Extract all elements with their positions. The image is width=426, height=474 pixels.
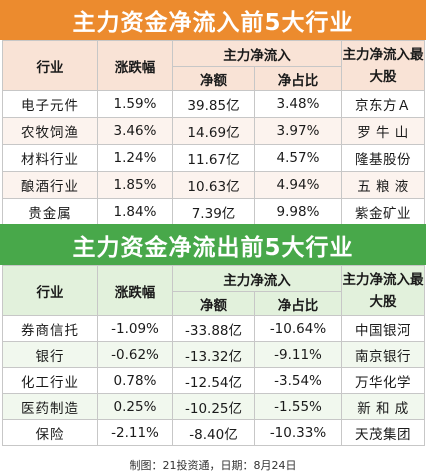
change-cell: 0.78% [97, 367, 173, 394]
industry-cell: 化工行业 [2, 367, 98, 394]
amount-cell: 14.69亿 [172, 117, 255, 145]
ratio-cell: -10.33% [254, 419, 342, 446]
industry-cell: 贵金属 [2, 198, 98, 225]
change-cell: 1.24% [97, 144, 173, 172]
header-change: 涨跌幅 [97, 265, 173, 316]
amount-cell: 39.85亿 [172, 90, 255, 118]
header-top-stock: 主力净流入最大股 [341, 265, 425, 316]
industry-cell: 农牧饲渔 [2, 117, 98, 145]
industry-cell: 酿酒行业 [2, 171, 98, 199]
header-amount: 净额 [172, 66, 255, 91]
table-row: 医药制造 0.25% -10.25亿 -1.55% 新 和 成 [2, 393, 425, 420]
amount-cell: 7.39亿 [172, 198, 255, 225]
table-row: 化工行业 0.78% -12.54亿 -3.54% 万华化学 [2, 367, 425, 394]
stock-cell: 南京银行 [341, 341, 425, 368]
stock-cell: 新 和 成 [341, 393, 425, 420]
footer-credit: 制图：21投资通，日期：8月24日 [129, 459, 297, 472]
header-top-stock: 主力净流入最大股 [341, 40, 425, 91]
industry-cell: 医药制造 [2, 393, 98, 420]
change-cell: 3.46% [97, 117, 173, 145]
table-row: 保险 -2.11% -8.40亿 -10.33% 天茂集团 [2, 419, 425, 446]
table-row: 酿酒行业 1.85% 10.63亿 4.94% 五 粮 液 [2, 171, 425, 199]
header-industry: 行业 [2, 40, 98, 91]
ratio-cell: 3.48% [254, 90, 342, 118]
industry-cell: 保险 [2, 419, 98, 446]
amount-cell: -13.32亿 [172, 341, 255, 368]
ratio-cell: 3.97% [254, 117, 342, 145]
change-cell: -2.11% [97, 419, 173, 446]
amount-cell: 10.63亿 [172, 171, 255, 199]
ratio-cell: -3.54% [254, 367, 342, 394]
ratio-cell: 9.98% [254, 198, 342, 225]
stock-cell: 天茂集团 [341, 419, 425, 446]
stock-cell: 中国银河 [341, 315, 425, 342]
industry-cell: 银行 [2, 341, 98, 368]
amount-cell: -33.88亿 [172, 315, 255, 342]
header-ratio: 净占比 [254, 66, 342, 91]
amount-cell: -12.54亿 [172, 367, 255, 394]
change-cell: -0.62% [97, 341, 173, 368]
header-change: 涨跌幅 [97, 40, 173, 91]
table-row: 材料行业 1.24% 11.67亿 4.57% 隆基股份 [2, 144, 425, 172]
amount-cell: -8.40亿 [172, 419, 255, 446]
inflow-table: 行业 涨跌幅 主力净流入 主力净流入最大股 净额 净占比 电子元件 1.59% … [2, 40, 425, 225]
ratio-cell: -1.55% [254, 393, 342, 420]
table-row: 电子元件 1.59% 39.85亿 3.48% 京东方Ａ [2, 90, 425, 118]
inflow-title: 主力资金净流入前5大行业 [0, 0, 426, 40]
change-cell: 1.85% [97, 171, 173, 199]
table-row: 贵金属 1.84% 7.39亿 9.98% 紫金矿业 [2, 198, 425, 225]
header-industry: 行业 [2, 265, 98, 316]
ratio-cell: 4.57% [254, 144, 342, 172]
ratio-cell: -9.11% [254, 341, 342, 368]
change-cell: 1.84% [97, 198, 173, 225]
ratio-cell: 4.94% [254, 171, 342, 199]
stock-cell: 紫金矿业 [341, 198, 425, 225]
amount-cell: -10.25亿 [172, 393, 255, 420]
stock-cell: 隆基股份 [341, 144, 425, 172]
stock-cell: 京东方Ａ [341, 90, 425, 118]
table-row: 券商信托 -1.09% -33.88亿 -10.64% 中国银河 [2, 315, 425, 342]
industry-cell: 券商信托 [2, 315, 98, 342]
header-net-inflow: 主力净流入 [172, 265, 342, 292]
change-cell: 0.25% [97, 393, 173, 420]
header-amount: 净额 [172, 291, 255, 316]
industry-cell: 材料行业 [2, 144, 98, 172]
amount-cell: 11.67亿 [172, 144, 255, 172]
table-row: 农牧饲渔 3.46% 14.69亿 3.97% 罗 牛 山 [2, 117, 425, 145]
header-ratio: 净占比 [254, 291, 342, 316]
stock-cell: 罗 牛 山 [341, 117, 425, 145]
header-net-inflow: 主力净流入 [172, 40, 342, 67]
stock-cell: 万华化学 [341, 367, 425, 394]
outflow-title: 主力资金净流出前5大行业 [0, 224, 426, 265]
change-cell: -1.09% [97, 315, 173, 342]
ratio-cell: -10.64% [254, 315, 342, 342]
stock-cell: 五 粮 液 [341, 171, 425, 199]
outflow-table: 行业 涨跌幅 主力净流入 主力净流入最大股 净额 净占比 券商信托 -1.09%… [2, 265, 425, 446]
industry-cell: 电子元件 [2, 90, 98, 118]
table-row: 银行 -0.62% -13.32亿 -9.11% 南京银行 [2, 341, 425, 368]
change-cell: 1.59% [97, 90, 173, 118]
